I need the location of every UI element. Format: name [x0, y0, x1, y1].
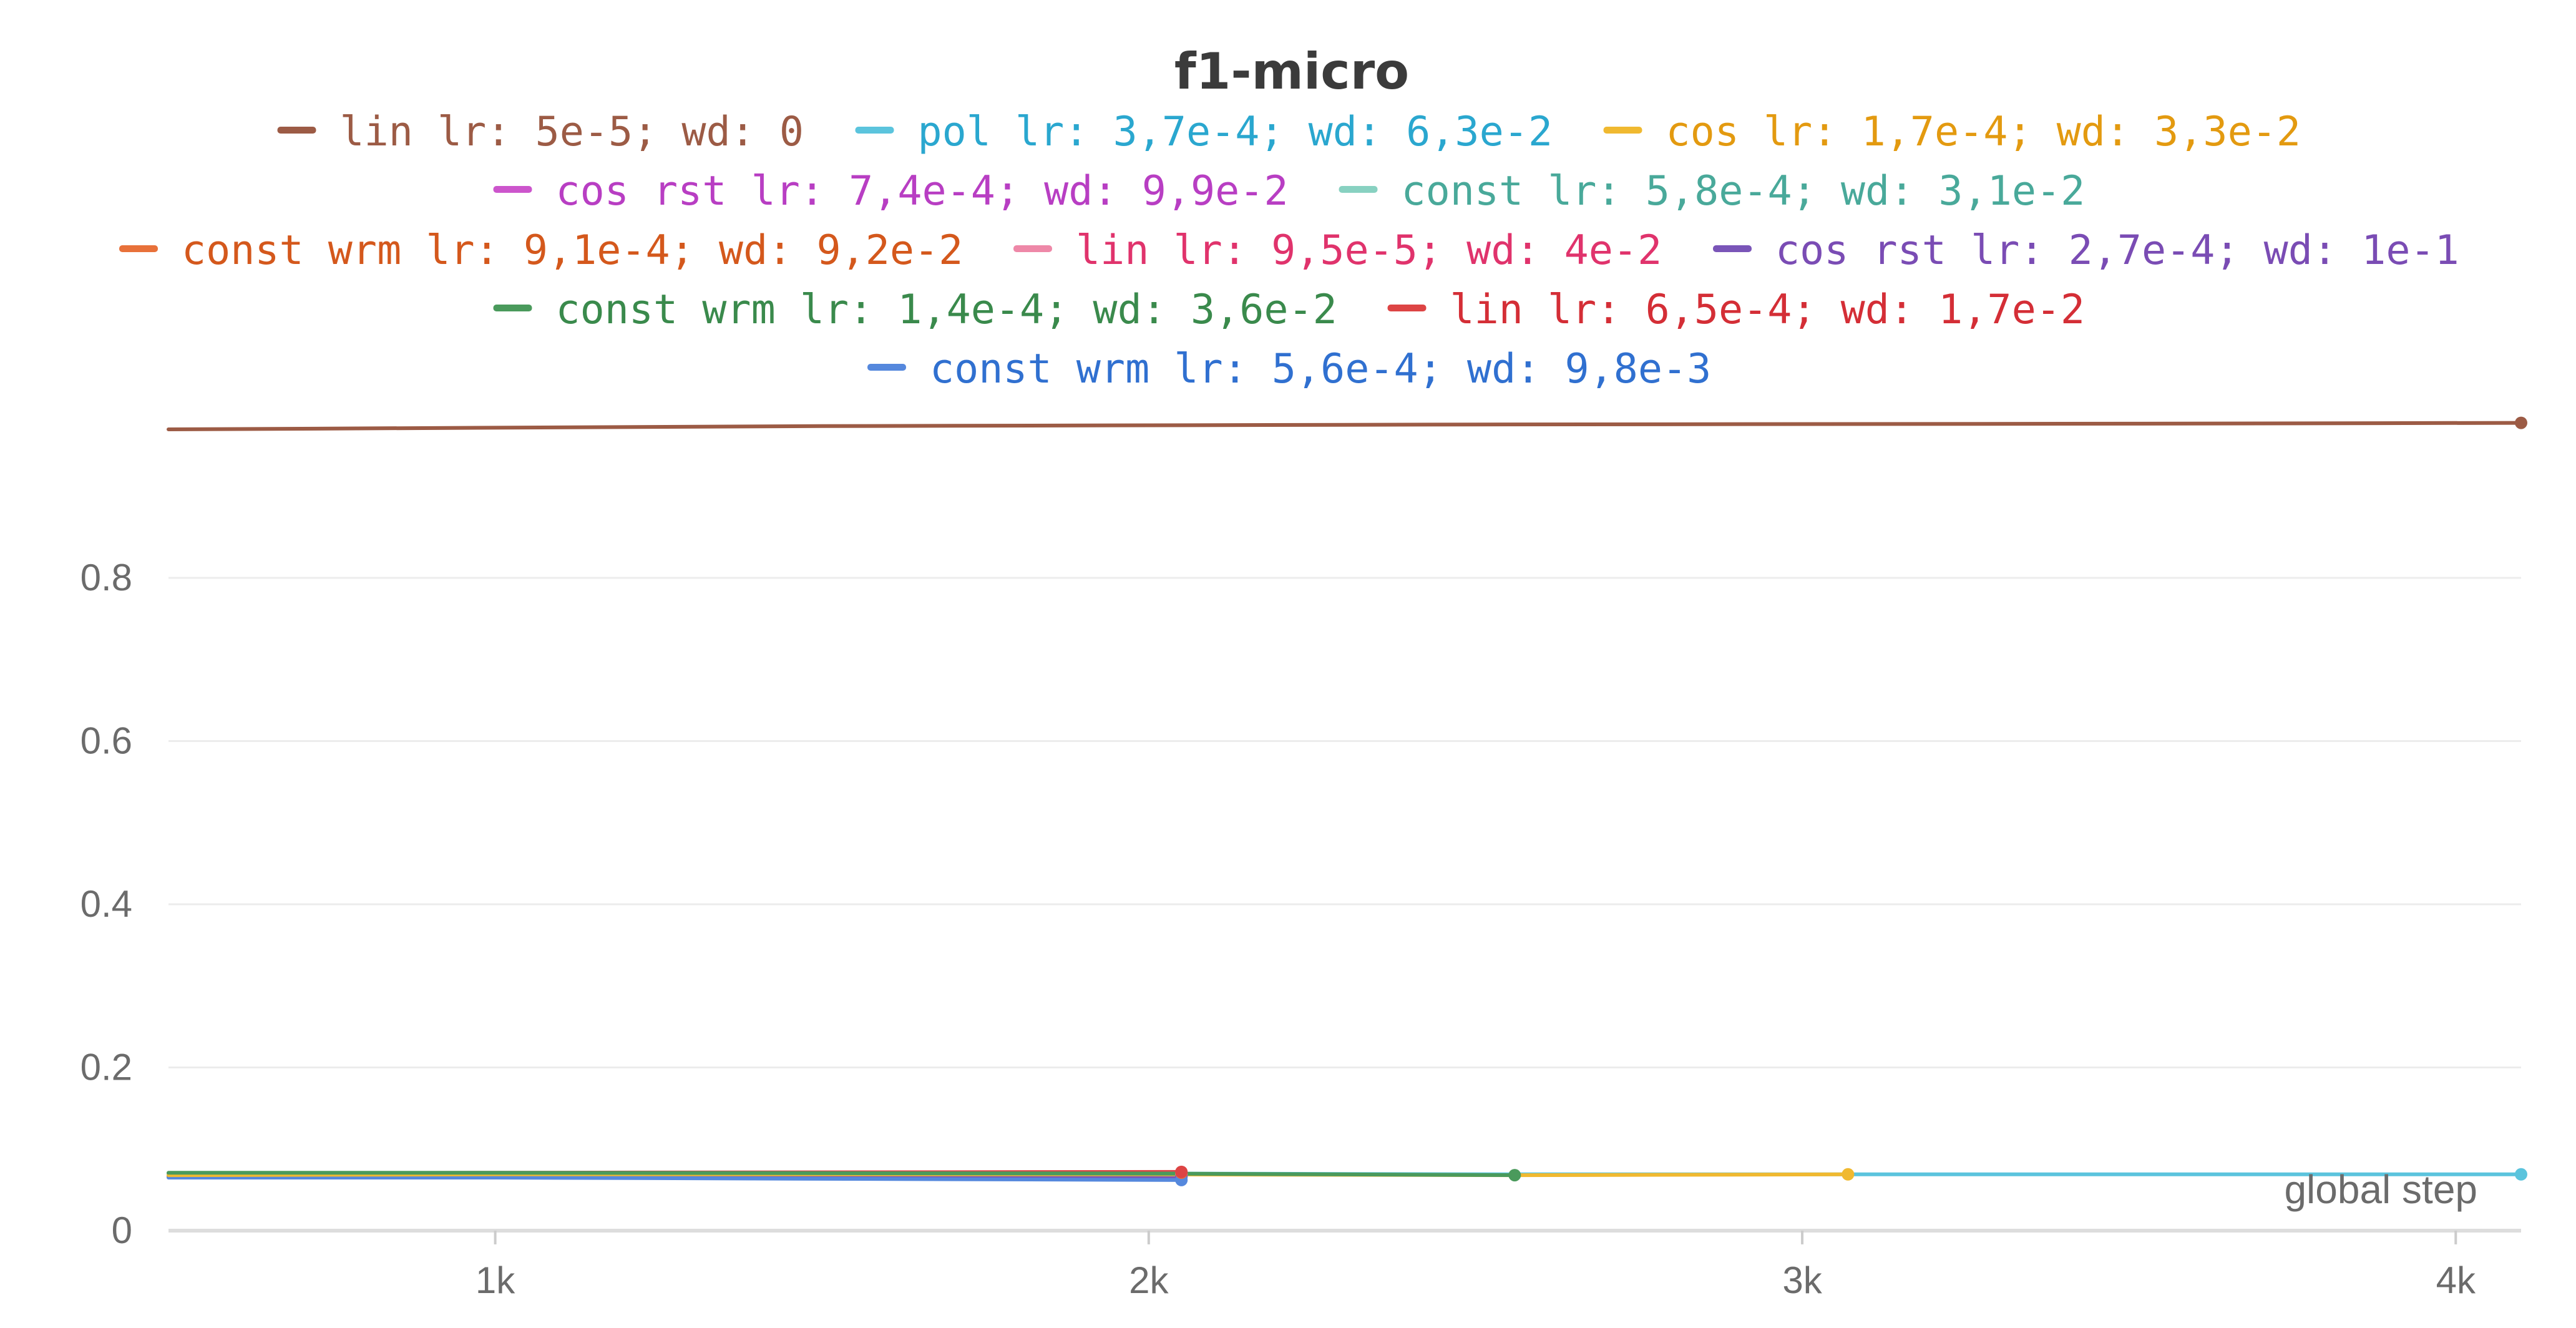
- x-tick-label: 2k: [1129, 1259, 1169, 1301]
- legend-item[interactable]: lin lr: 9,5e-5; wd: 4e-2: [1013, 227, 1662, 274]
- legend-label: cos rst lr: 7,4e-4; wd: 9,9e-2: [556, 168, 1289, 215]
- y-tick-label: 0.2: [80, 1047, 132, 1088]
- y-tick-label: 0.4: [80, 883, 132, 925]
- series-end-points: [1175, 416, 2527, 1186]
- x-axis-title: global step: [2284, 1167, 2477, 1212]
- legend-item[interactable]: lin lr: 6,5e-4; wd: 1,7e-2: [1387, 286, 2085, 333]
- x-tick-label: 3k: [1782, 1259, 1822, 1301]
- legend: lin lr: 5e-5; wd: 0 pol lr: 3,7e-4; wd: 6…: [119, 109, 2459, 393]
- series-end-point: [1508, 1169, 1521, 1182]
- legend-item[interactable]: pol lr: 3,7e-4; wd: 6,3e-2: [855, 109, 1553, 155]
- legend-swatch: [1339, 186, 1378, 193]
- legend-item[interactable]: cos rst lr: 2,7e-4; wd: 1e-1: [1713, 227, 2459, 274]
- legend-swatch: [867, 364, 906, 371]
- y-axis: 0 0.2 0.4 0.6 0.8: [80, 557, 132, 1251]
- legend-label: cos lr: 1,7e-4; wd: 3,3e-2: [1666, 109, 2301, 155]
- legend-label: const wrm lr: 1,4e-4; wd: 3,6e-2: [556, 286, 1337, 333]
- series-lines: [167, 421, 2523, 1182]
- legend-item[interactable]: const wrm lr: 1,4e-4; wd: 3,6e-2: [493, 286, 1337, 333]
- y-tick-label: 0.6: [80, 720, 132, 762]
- legend-item[interactable]: const lr: 5,8e-4; wd: 3,1e-2: [1339, 168, 2086, 215]
- legend-swatch: [1387, 305, 1427, 311]
- legend-swatch: [277, 127, 316, 134]
- chart-title: f1-micro: [1174, 42, 1409, 100]
- grid-lines: [168, 577, 2521, 1068]
- legend-swatch: [1603, 127, 1642, 134]
- y-tick-label: 0.8: [80, 557, 132, 598]
- legend-item[interactable]: const wrm lr: 5,6e-4; wd: 9,8e-3: [867, 346, 1711, 393]
- series-line: [167, 1176, 1184, 1182]
- legend-label: lin lr: 5e-5; wd: 0: [340, 109, 804, 155]
- x-tick-label: 4k: [2436, 1259, 2476, 1301]
- legend-label: pol lr: 3,7e-4; wd: 6,3e-2: [918, 109, 1553, 155]
- x-axis: 1k 2k 3k 4k: [168, 1229, 2521, 1301]
- series-end-point: [2515, 416, 2527, 429]
- series-end-point: [1842, 1168, 1855, 1181]
- legend-swatch: [855, 127, 894, 134]
- legend-item[interactable]: const wrm lr: 9,1e-4; wd: 9,2e-2: [119, 227, 963, 274]
- legend-swatch: [1713, 245, 1752, 252]
- legend-item[interactable]: lin lr: 5e-5; wd: 0: [277, 109, 804, 155]
- legend-label: lin lr: 9,5e-5; wd: 4e-2: [1076, 227, 1662, 274]
- legend-item[interactable]: cos lr: 1,7e-4; wd: 3,3e-2: [1603, 109, 2301, 155]
- legend-label: lin lr: 6,5e-4; wd: 1,7e-2: [1450, 286, 2085, 333]
- legend-label: const lr: 5,8e-4; wd: 3,1e-2: [1402, 168, 2086, 215]
- legend-swatch: [119, 245, 158, 252]
- series-line: [167, 1171, 1517, 1178]
- series-end-point: [1175, 1165, 1188, 1178]
- legend-label: cos rst lr: 2,7e-4; wd: 1e-1: [1775, 227, 2459, 274]
- legend-label: const wrm lr: 9,1e-4; wd: 9,2e-2: [182, 227, 963, 274]
- y-tick-label: 0: [112, 1209, 132, 1251]
- legend-swatch: [493, 186, 532, 193]
- x-tick-label: 1k: [476, 1259, 515, 1301]
- legend-swatch: [1013, 245, 1052, 252]
- series-end-point: [2515, 1168, 2527, 1181]
- legend-swatch: [493, 305, 532, 311]
- legend-label: const wrm lr: 5,6e-4; wd: 9,8e-3: [930, 346, 1711, 393]
- series-line: [167, 421, 2523, 431]
- legend-item[interactable]: cos rst lr: 7,4e-4; wd: 9,9e-2: [493, 168, 1289, 215]
